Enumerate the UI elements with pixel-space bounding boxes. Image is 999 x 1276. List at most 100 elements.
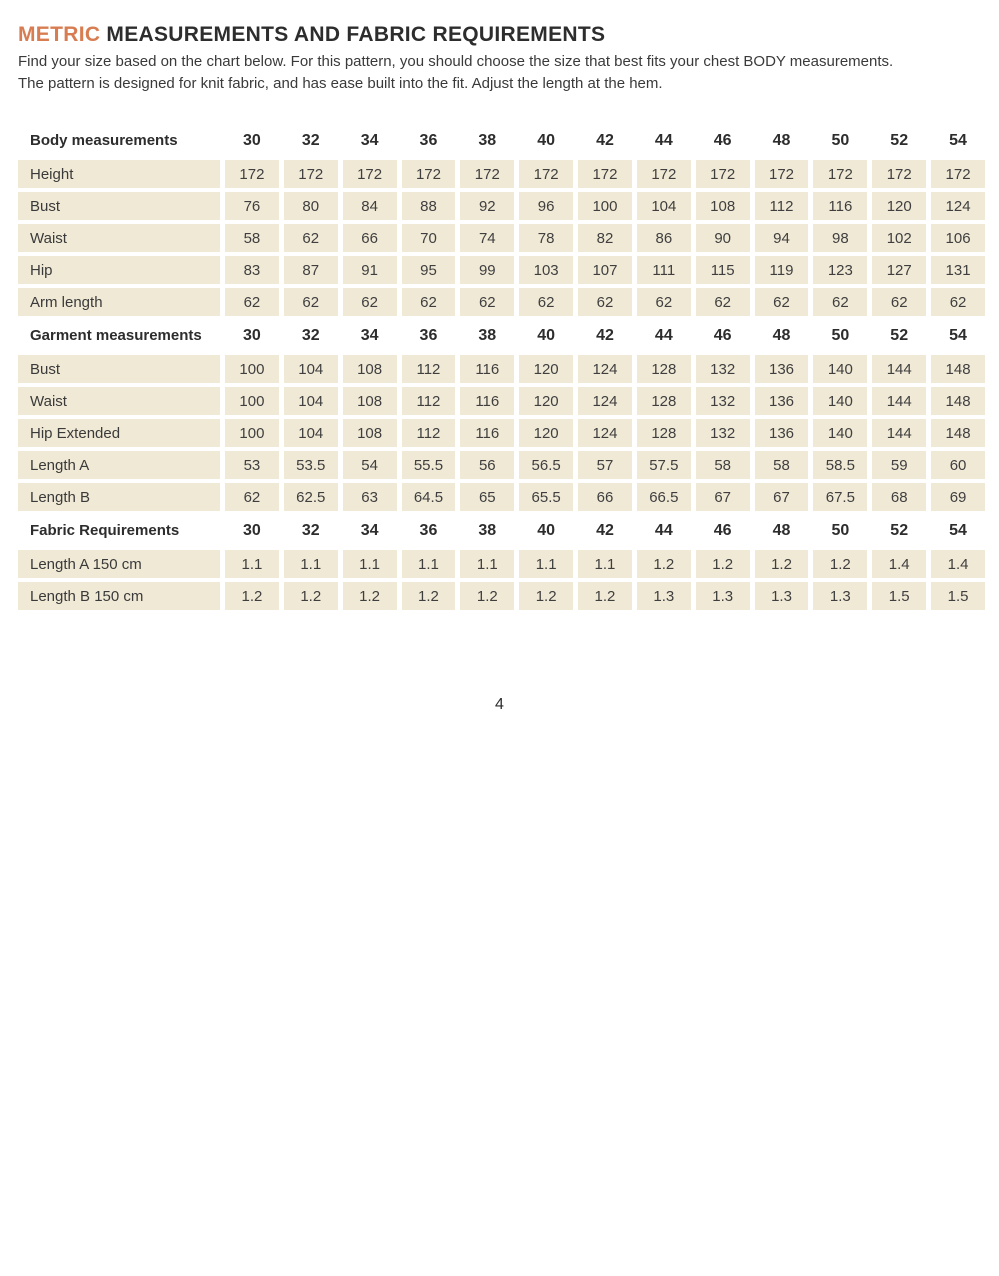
table-row: Hip 83 87 91 95 99 103 107 111 115 119 123 127 131	[18, 256, 985, 284]
value-cell: 63	[342, 483, 397, 511]
value-cell: 100	[225, 419, 279, 447]
size-header-cell: 44	[654, 131, 673, 149]
size-header-cell: 48	[772, 326, 791, 344]
size-header-cell: 42	[596, 131, 614, 149]
section-header-row: Garment measurements 30 32 34 36 38 40 42 44 46 48…	[18, 320, 985, 351]
value-cell: 90	[695, 224, 750, 252]
table-row: Waist 100 104 108 112 116 120 124 128 132 136 140 14…	[18, 387, 985, 415]
value-cell: 108	[342, 419, 397, 447]
value-cell: 84	[342, 192, 397, 220]
value-cell: 1.1	[401, 550, 456, 578]
value-cell: 74	[460, 224, 515, 252]
table-row: Length B 150 cm 1.2 1.2 1.2 1.2 1.2 1.2 1.2 1.3 1…	[18, 582, 985, 610]
row-label-cell: Length B	[18, 483, 220, 511]
value-cell: 140	[813, 419, 868, 447]
value-cell: 94	[754, 224, 809, 252]
value-cell: 1.1	[519, 550, 574, 578]
value-cell: 104	[283, 355, 338, 383]
value-cell: 1.1	[578, 550, 632, 578]
value-cell: 1.2	[813, 550, 868, 578]
value-cell: 1.2	[342, 582, 397, 610]
value-cell: 62	[813, 288, 868, 316]
page-title: METRIC MEASUREMENTS AND FABRIC REQUIREME…	[18, 22, 985, 48]
size-header-cell: 42	[596, 521, 614, 539]
value-cell: 116	[460, 419, 515, 447]
table-row: Height 172 172 172 172 172 172 172 172 172 172 172 1…	[18, 160, 985, 188]
value-cell: 124	[931, 192, 985, 220]
value-cell: 62	[283, 288, 338, 316]
value-cell: 108	[695, 192, 750, 220]
value-cell: 136	[754, 387, 809, 415]
value-cell: 116	[460, 355, 515, 383]
value-cell: 106	[931, 224, 985, 252]
value-cell: 132	[695, 355, 750, 383]
value-cell: 172	[519, 160, 574, 188]
value-cell: 116	[460, 387, 515, 415]
size-header-cell: 36	[419, 521, 438, 539]
size-header-cell: 42	[596, 326, 614, 344]
value-cell: 1.3	[813, 582, 868, 610]
value-cell: 123	[813, 256, 868, 284]
table-row: Hip Extended 100 104 108 112 116 120 124 128 132 1…	[18, 419, 985, 447]
value-cell: 57	[578, 451, 632, 479]
value-cell: 136	[754, 419, 809, 447]
value-cell: 172	[813, 160, 868, 188]
table-row: Bust 76 80 84 88 92 96 100 104 108 112 116 120 124	[18, 192, 985, 220]
value-cell: 1.2	[636, 550, 691, 578]
value-cell: 83	[225, 256, 279, 284]
size-header-cell: 40	[537, 326, 556, 344]
value-cell: 115	[695, 256, 750, 284]
value-cell: 70	[401, 224, 456, 252]
value-cell: 172	[695, 160, 750, 188]
value-cell: 59	[872, 451, 927, 479]
size-header-cell: 38	[478, 326, 497, 344]
value-cell: 124	[578, 355, 632, 383]
size-header-cell: 44	[654, 521, 673, 539]
row-label-cell: Waist	[18, 224, 220, 252]
value-cell: 62	[578, 288, 632, 316]
value-cell: 55.5	[401, 451, 456, 479]
value-cell: 58.5	[813, 451, 868, 479]
value-cell: 144	[872, 355, 927, 383]
value-cell: 1.2	[460, 582, 515, 610]
value-cell: 104	[636, 192, 691, 220]
value-cell: 62	[636, 288, 691, 316]
value-cell: 148	[931, 419, 985, 447]
value-cell: 100	[225, 387, 279, 415]
value-cell: 1.3	[636, 582, 691, 610]
value-cell: 62	[931, 288, 985, 316]
value-cell: 111	[636, 256, 691, 284]
section-header-row: Body measurements 30 32 34 36 38 40 42 44 46 48 50 5…	[18, 125, 985, 156]
row-label-cell: Hip Extended	[18, 419, 220, 447]
value-cell: 108	[342, 387, 397, 415]
row-label-cell: Length B 150 cm	[18, 582, 220, 610]
size-header-cell: 54	[949, 131, 967, 149]
value-cell: 92	[460, 192, 515, 220]
size-header-cell: 30	[243, 521, 261, 539]
value-cell: 57.5	[636, 451, 691, 479]
value-cell: 62	[519, 288, 574, 316]
value-cell: 66	[342, 224, 397, 252]
section-header-label: Fabric Requirements	[30, 522, 180, 539]
value-cell: 144	[872, 387, 927, 415]
size-header-cell: 48	[772, 521, 791, 539]
value-cell: 119	[754, 256, 809, 284]
value-cell: 112	[401, 355, 456, 383]
row-label-cell: Arm length	[18, 288, 220, 316]
value-cell: 104	[283, 387, 338, 415]
value-cell: 172	[578, 160, 632, 188]
value-cell: 124	[578, 419, 632, 447]
value-cell: 87	[283, 256, 338, 284]
row-label-cell: Length A 150 cm	[18, 550, 220, 578]
value-cell: 108	[342, 355, 397, 383]
value-cell: 172	[636, 160, 691, 188]
value-cell: 53.5	[283, 451, 338, 479]
value-cell: 148	[931, 355, 985, 383]
value-cell: 67.5	[813, 483, 868, 511]
size-header-cell: 40	[537, 521, 556, 539]
value-cell: 112	[401, 419, 456, 447]
value-cell: 116	[813, 192, 868, 220]
size-header-cell: 34	[360, 131, 379, 149]
value-cell: 140	[813, 387, 868, 415]
